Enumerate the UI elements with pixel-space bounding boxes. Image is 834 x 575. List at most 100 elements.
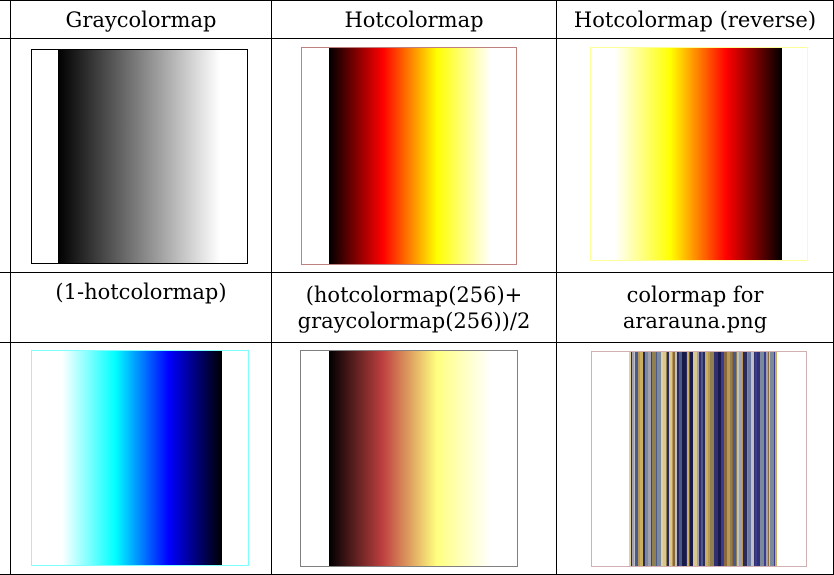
colormap-stripe (775, 352, 777, 566)
header-hot-reverse: Hotcolormap (reverse) (557, 1, 833, 38)
colormap-stripe (629, 352, 631, 566)
colormap-stripe (751, 352, 754, 566)
colormap-stripe (714, 352, 718, 566)
colormap-stripe (701, 352, 703, 566)
colormap-stripe (638, 352, 640, 566)
colormap-stripe (673, 352, 675, 566)
colormap-stripe (727, 352, 730, 566)
colormap-stripe (721, 352, 724, 566)
colormap-stripe (682, 352, 686, 566)
header-one-minus-hot-label: (1-hotcolormap) (55, 280, 227, 304)
colormap-stripe (640, 352, 643, 566)
colormap-stripe (652, 352, 656, 566)
colormap-gradient-strip (329, 48, 491, 264)
colormap-stripe (756, 352, 757, 566)
header-ararauna-line2: ararauna.png (622, 308, 768, 333)
colormap-stripe (632, 352, 634, 566)
colormap-stripe (705, 352, 708, 566)
colormap-stripe (643, 352, 645, 566)
header-average-line1: (hotcolormap(256)+ (305, 282, 523, 307)
colormap-stripe (697, 352, 699, 566)
header-hot-reverse-label: Hotcolormap (reverse) (573, 7, 817, 32)
colormap-stripe (718, 352, 721, 566)
colormap-stripe (710, 352, 714, 566)
colormap-stripe (757, 352, 760, 566)
colormap-stripe (672, 352, 673, 566)
header-hot: Hotcolormap (272, 1, 556, 38)
colormap-stripe (675, 352, 676, 566)
header-one-minus-hot: (1-hotcolormap) (11, 273, 271, 311)
colormap-stripe (651, 352, 652, 566)
average-colormap-panel (300, 350, 518, 567)
table-rule-col1 (271, 0, 272, 575)
colormap-stripe (733, 352, 736, 566)
ararauna-colormap-panel (591, 351, 807, 567)
colormap-stripe (687, 352, 689, 566)
colormap-gradient-strip (615, 48, 782, 260)
colormap-stripe (764, 352, 766, 566)
colormap-stripe (774, 352, 775, 566)
table-rule-col2 (556, 0, 557, 575)
table-rule-header2 (0, 342, 834, 343)
colormap-stripe (770, 352, 774, 566)
colormap-stripe (690, 352, 693, 566)
header-average-line2: graycolormap(256))/2 (297, 308, 531, 333)
colormap-stripe (736, 352, 737, 566)
header-gray: Graycolormap (11, 1, 271, 38)
colormap-stripe (769, 352, 770, 566)
colormap-stripe (666, 352, 667, 566)
colormap-stripe (667, 352, 669, 566)
colormap-stripe (693, 352, 697, 566)
colormap-stripe (645, 352, 648, 566)
colormap-stripe (648, 352, 651, 566)
colormap-stripe (689, 352, 690, 566)
colormap-stripe (766, 352, 768, 566)
one-minus-hot-colormap-panel (31, 350, 249, 566)
colormap-stripe (742, 352, 743, 566)
table-rule-top (0, 0, 834, 1)
colormap-stripe (739, 352, 742, 566)
header-gray-label: Graycolormap (65, 7, 217, 32)
table-rule-middle (0, 272, 834, 273)
colormap-stripe (747, 352, 748, 566)
header-ararauna-line1: colormap for (626, 282, 764, 307)
colormap-stripe (634, 352, 635, 566)
colormap-stripe (726, 352, 727, 566)
table-rule-header1 (0, 38, 834, 39)
colormap-stripe (760, 352, 764, 566)
colormap-gradient-strip (58, 50, 220, 263)
header-average: (hotcolormap(256)+ graycolormap(256))/2 (272, 273, 556, 342)
colormap-stripe (730, 352, 732, 566)
hot-reverse-colormap-panel (590, 47, 808, 261)
colormap-stripe (631, 352, 632, 566)
colormap-stripe (748, 352, 751, 566)
colormap-stripe (657, 352, 661, 566)
colormap-stripe (755, 352, 756, 566)
header-ararauna: colormap for ararauna.png (557, 273, 833, 342)
colormap-stripe (676, 352, 677, 566)
colormap-stripe (737, 352, 739, 566)
colormap-stripe (754, 352, 755, 566)
colormap-stripe (743, 352, 747, 566)
colormap-stripe (699, 352, 701, 566)
colormap-gradient-strip (62, 351, 222, 565)
colormap-stripe (656, 352, 657, 566)
colormap-stripe (708, 352, 710, 566)
colormap-stripe (768, 352, 769, 566)
colormap-stripe (677, 352, 679, 566)
colormap-stripe (732, 352, 733, 566)
header-hot-label: Hotcolormap (344, 7, 484, 32)
table-rule-left (10, 0, 11, 575)
colormap-stripe (686, 352, 687, 566)
colormap-stripe (663, 352, 666, 566)
colormap-stripe (679, 352, 682, 566)
colormap-stripe (669, 352, 672, 566)
colormap-stripe (703, 352, 705, 566)
gray-colormap-panel (31, 49, 248, 264)
colormap-gradient-strip (329, 351, 491, 566)
hot-colormap-panel (301, 47, 517, 265)
colormap-stripe (661, 352, 663, 566)
colormap-stripes (629, 352, 777, 566)
colormap-stripe (635, 352, 638, 566)
